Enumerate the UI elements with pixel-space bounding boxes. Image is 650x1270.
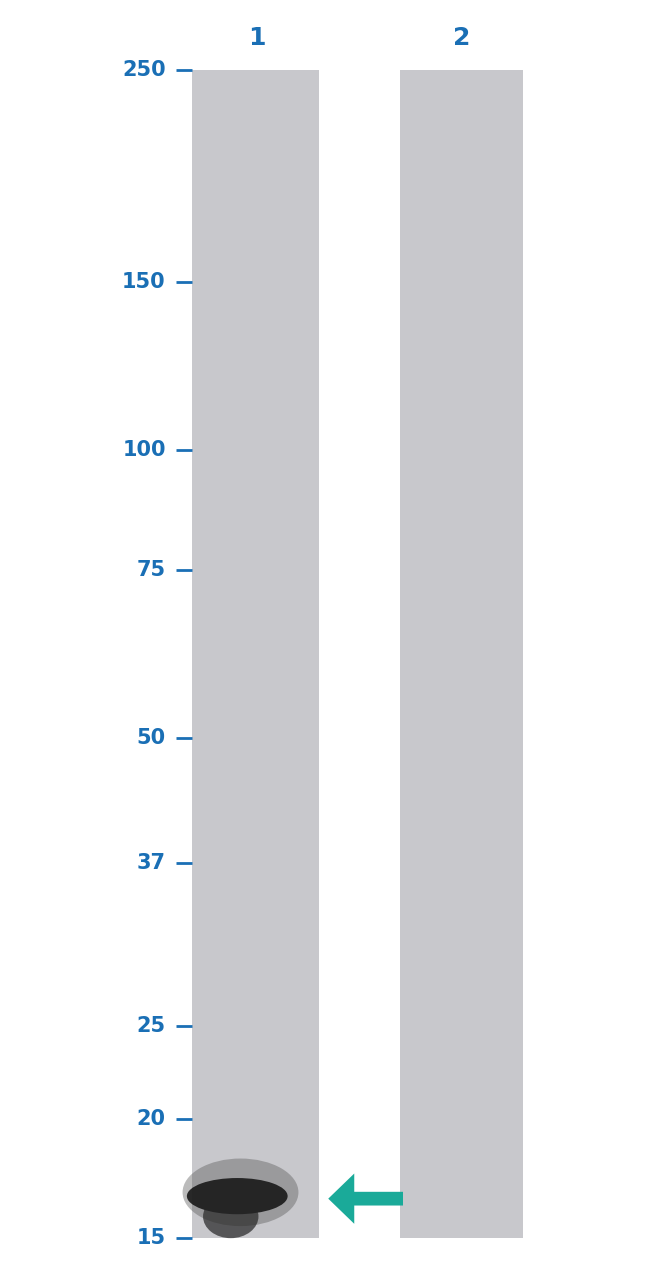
Text: 2: 2: [453, 27, 470, 50]
Ellipse shape: [203, 1195, 259, 1238]
Text: 50: 50: [136, 728, 166, 748]
Text: 150: 150: [122, 272, 166, 292]
Bar: [400, 70, 523, 1238]
Ellipse shape: [187, 1179, 287, 1214]
Text: 75: 75: [136, 560, 166, 580]
Text: 20: 20: [136, 1109, 166, 1129]
Text: 25: 25: [136, 1016, 166, 1036]
Text: 15: 15: [136, 1228, 166, 1248]
Text: 100: 100: [122, 441, 166, 461]
Bar: [192, 70, 318, 1238]
Ellipse shape: [183, 1158, 298, 1226]
FancyArrow shape: [328, 1173, 403, 1224]
Text: 1: 1: [248, 27, 265, 50]
Text: 37: 37: [136, 853, 166, 874]
Text: 250: 250: [122, 60, 166, 80]
